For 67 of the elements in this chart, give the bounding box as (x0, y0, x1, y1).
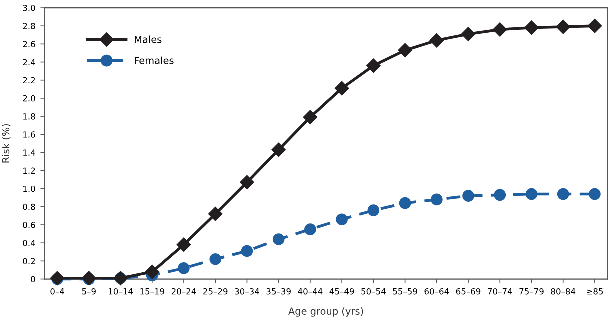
point (431, 194, 443, 206)
x-tick-label: 60–64 (424, 288, 450, 295)
point (272, 142, 286, 158)
point (334, 81, 350, 96)
point (524, 20, 539, 35)
point (240, 175, 254, 190)
x-tick-label: 75–79 (520, 288, 544, 295)
point (366, 58, 381, 73)
point (176, 238, 192, 252)
y-tick-label: 0.8 (23, 204, 36, 210)
y-tick-label: 2.8 (23, 23, 36, 30)
y-tick-label: 1.6 (24, 132, 36, 138)
x-tick-label: 25–29 (204, 288, 228, 295)
point (588, 19, 602, 34)
point (526, 188, 538, 200)
point (208, 207, 223, 222)
y-tick-label: 1.4 (24, 150, 36, 156)
x-tick-label: 80–84 (551, 288, 576, 295)
point (304, 224, 316, 236)
x-tick-label: 55–59 (393, 288, 418, 295)
y-tick-label: 2.0 (23, 95, 36, 102)
point (178, 262, 190, 274)
point (398, 43, 412, 58)
x-tick-label: 50–54 (362, 288, 386, 295)
y-tick-label: 3.0 (23, 5, 36, 12)
point (557, 188, 570, 200)
x-tick-label: 70–74 (488, 288, 512, 295)
point (145, 264, 160, 280)
y-tick-label: 1.2 (24, 168, 36, 174)
point (556, 20, 570, 34)
point (589, 188, 601, 200)
x-tick-label: 5–9 (82, 288, 96, 295)
x-tick-label: 10–14 (108, 288, 133, 295)
point (241, 245, 254, 258)
point (494, 189, 506, 202)
x-tick-label: 20–24 (172, 288, 196, 295)
x-tick-label: 0–4 (50, 288, 64, 295)
point (210, 253, 222, 266)
x-tick-label: 45–49 (330, 288, 354, 295)
legend-label: Males (135, 36, 162, 44)
y-tick-label: 1.8 (24, 114, 36, 120)
point (272, 234, 285, 246)
point (461, 27, 476, 42)
point (430, 33, 444, 48)
y-tick-label: 2.6 (23, 41, 36, 48)
x-tick-label: ≥85 (587, 288, 604, 295)
point (368, 204, 380, 216)
y-tick-label: 2.2 (23, 77, 36, 84)
point (462, 190, 474, 202)
x-tick-label: 35–39 (266, 288, 291, 295)
y-tick-label: 0 (31, 276, 36, 283)
point (303, 110, 318, 125)
y-tick-label: 1.0 (24, 186, 36, 192)
y-tick-label: 0.6 (23, 222, 36, 228)
point (336, 214, 348, 226)
x-tick-label: 40–44 (298, 288, 323, 295)
y-tick-label: 2.4 (23, 59, 36, 66)
y-axis-title: Risk (%) (2, 124, 11, 163)
point (493, 22, 508, 37)
y-tick-label: 0.4 (23, 240, 36, 246)
x-tick-label: 30–34 (235, 288, 260, 295)
legend-label: Females (135, 56, 174, 64)
x-tick-label: 65–69 (456, 288, 481, 295)
y-tick-label: 0.2 (23, 258, 36, 264)
x-tick-label: 15–19 (140, 288, 164, 295)
x-axis-title: Age group (yrs) (288, 307, 364, 317)
point (399, 197, 412, 210)
